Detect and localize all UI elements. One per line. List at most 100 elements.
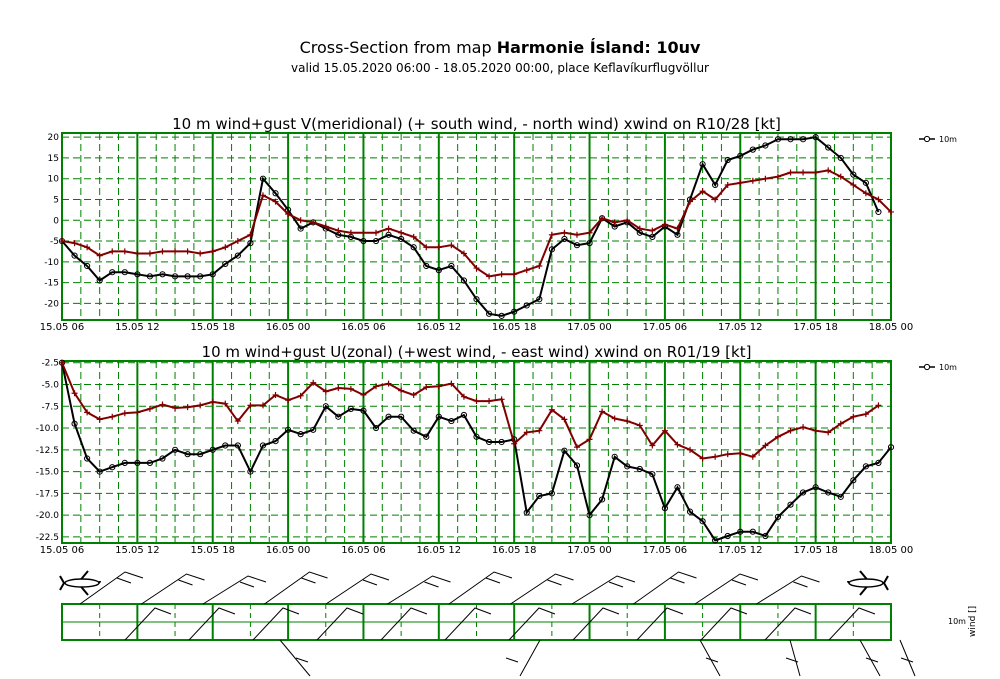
airplane-body [64,578,100,588]
gust-point [121,248,128,255]
wind-barb [387,575,451,605]
wind-point [586,512,593,519]
x-tick-label: 17.05 00 [567,322,612,333]
gust-point [511,440,518,447]
wind-point [360,407,367,414]
gust-point [96,252,103,259]
gust-point [498,271,505,278]
gust-point [837,420,844,427]
legend-label: 10m [939,135,957,144]
gust-point [762,175,769,182]
wind-point [536,492,543,500]
wind-barb [694,573,759,605]
gust-point [398,387,405,394]
wind-point [724,156,731,164]
gust-point [737,450,744,457]
wind-point [749,528,756,535]
wind-point [197,273,204,280]
wind-point [485,310,493,317]
gust-point [134,250,141,257]
wind-point [234,442,241,449]
wind-point [372,237,380,245]
gust-point [209,248,216,255]
gust-point [259,402,266,409]
wind-point [171,273,179,280]
airplane-icon [59,570,101,596]
y-tick-label: -5.0 [41,381,59,391]
wind-point [360,237,367,245]
wind-barb [700,607,748,641]
gust-point [121,410,128,417]
wind-barb [202,575,267,605]
wind-point [385,413,392,420]
x-tick-label: 16.05 00 [266,545,311,556]
wind-point [259,175,267,182]
wind-barb [572,607,620,641]
gust-point [172,405,179,412]
x-tick-label: 18.05 00 [869,322,914,333]
wind-point [825,489,832,496]
gust-point [511,271,518,278]
gust-point [649,227,656,234]
wind-point [398,235,405,243]
wind-point [737,152,744,159]
gust-point [460,250,467,257]
gust-point [724,451,731,458]
gust-point [850,181,857,188]
gust-point [448,380,455,387]
y-tick-label: -5 [50,237,59,247]
legend-marker [923,135,931,143]
gust-point [197,250,204,257]
gust-point [146,405,153,412]
wind-point [71,252,78,259]
wind-point [372,424,380,432]
gust-point [297,392,304,399]
wind-point [498,438,505,446]
wind-point [297,225,304,232]
gust-point [749,177,756,184]
gust-point [310,379,317,386]
wind-point [636,465,643,473]
gust-point [888,208,894,215]
wind-point [410,244,417,251]
wind-point [485,438,493,446]
wind-point [599,496,606,503]
gust-point [875,196,882,203]
wind-barb [79,571,144,605]
wind-point [385,231,392,238]
wind-point [423,433,430,440]
y-tick-label: -7.5 [41,402,59,412]
gust-point [486,398,493,405]
gust-point [548,231,555,238]
wind-barb [252,607,300,641]
wind-point [146,459,154,466]
x-tick-label: 15.05 06 [40,322,85,333]
x-tick-label: 17.05 12 [718,545,763,556]
wind-barb [699,639,721,677]
legend: 10m [919,135,957,144]
wind-point [184,273,191,280]
wind-point [649,471,656,478]
wind-point [121,269,128,276]
gust-point [335,227,342,234]
wind-barb [264,571,328,605]
wind-point [410,427,417,434]
gust-point [636,422,643,429]
gust-point [649,442,656,449]
gust-point [184,248,191,255]
wind-barb [899,639,916,677]
wind-point [134,459,141,466]
y-tick-label: -2.5 [41,359,59,369]
panel-title: 10 m wind+gust V(meridional) (+ south wi… [172,115,781,133]
wind-point [561,235,568,243]
wind-point [812,134,819,141]
gust-point [159,248,166,255]
wind-point [875,459,882,466]
wind-point [699,518,706,525]
wind-point [272,190,279,197]
wind-point [762,532,769,540]
wind-barb [756,575,820,605]
gust-point [347,229,354,236]
y-tick-label: -20.0 [36,511,60,521]
wind-point [774,513,782,520]
